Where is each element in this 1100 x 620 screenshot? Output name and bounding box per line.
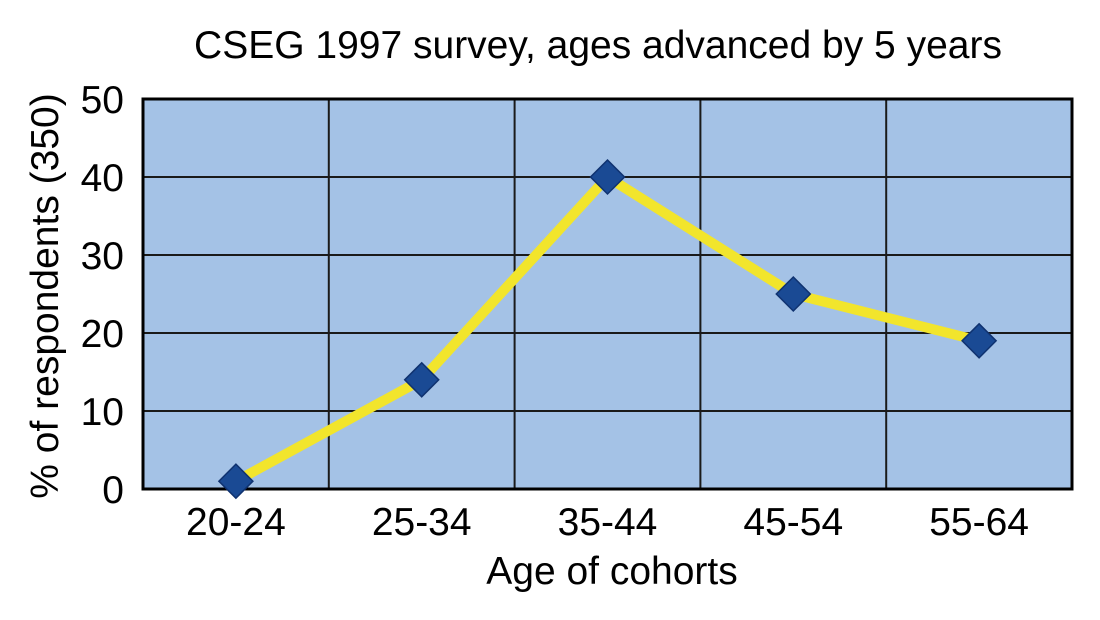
y-tick-label: 0 bbox=[102, 469, 124, 512]
y-axis-ticks: 0 10 20 30 40 50 bbox=[81, 79, 124, 512]
y-tick-label: 10 bbox=[81, 391, 124, 434]
x-tick-label: 45-54 bbox=[743, 501, 843, 544]
x-tick-label: 55-64 bbox=[929, 501, 1029, 544]
data-point-marker bbox=[961, 322, 998, 359]
x-tick-label: 20-24 bbox=[186, 501, 286, 544]
x-tick-label: 35-44 bbox=[558, 501, 658, 544]
data-point-marker bbox=[403, 361, 440, 398]
data-point-marker bbox=[775, 275, 812, 313]
plot-background bbox=[143, 99, 1072, 489]
x-axis-label: Age of cohorts bbox=[486, 550, 737, 593]
x-tick-label: 25-34 bbox=[372, 501, 472, 544]
y-tick-label: 20 bbox=[81, 313, 124, 356]
y-tick-label: 50 bbox=[81, 79, 124, 122]
y-tick-label: 40 bbox=[81, 157, 124, 200]
y-axis-label: % of respondents (350) bbox=[24, 93, 67, 498]
plot-frame bbox=[141, 97, 1074, 491]
data-point-marker bbox=[589, 158, 626, 196]
gridlines bbox=[143, 99, 1072, 489]
x-axis-ticks: 20-24 25-34 35-44 45-54 55-64 bbox=[186, 501, 1029, 544]
plot-area bbox=[141, 97, 1074, 491]
y-tick-label: 30 bbox=[81, 235, 124, 278]
series-group bbox=[217, 158, 998, 500]
chart-title: CSEG 1997 survey, ages advanced by 5 yea… bbox=[194, 24, 1002, 67]
data-point-marker bbox=[217, 463, 254, 500]
